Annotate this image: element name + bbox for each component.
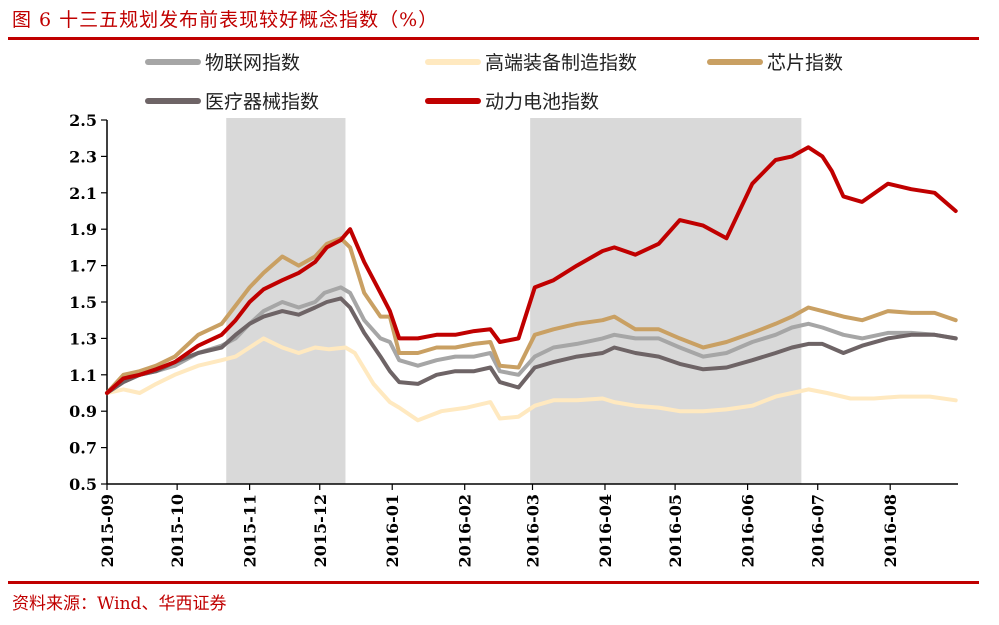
series-line-5 bbox=[105, 145, 958, 395]
legend-label-1: 物联网指数 bbox=[205, 52, 300, 74]
x-tick-label: 2015-11 bbox=[241, 494, 260, 567]
legend-label-4: 医疗器械指数 bbox=[205, 91, 319, 113]
y-tick-label: 0.9 bbox=[69, 402, 97, 421]
legend-label-2: 高端装备制造指数 bbox=[485, 52, 637, 74]
x-tick-label: 2016-01 bbox=[383, 494, 402, 567]
x-tick-label: 2016-08 bbox=[881, 494, 900, 567]
y-tick-label: 0.7 bbox=[69, 439, 97, 458]
x-tick-label: 2016-03 bbox=[524, 494, 543, 567]
series-lines bbox=[105, 145, 958, 423]
series-line-2 bbox=[105, 336, 958, 423]
y-tick-label: 1.5 bbox=[69, 293, 97, 312]
x-tick-label: 2015-10 bbox=[168, 494, 187, 567]
series-line-4 bbox=[105, 296, 958, 395]
y-tick-label: 2.3 bbox=[69, 147, 97, 166]
y-tick-label: 0.5 bbox=[69, 475, 97, 494]
y-tick-label: 1.7 bbox=[69, 257, 97, 276]
series-line-3 bbox=[105, 236, 958, 395]
y-tick-label: 1.9 bbox=[69, 220, 97, 239]
chart-axes: 0.5 0.7 0.9 1.1 1.3 1.5 1.7 1.9 2.1 2.3 2.5 2015-09… bbox=[69, 111, 958, 567]
source-note: 资料来源：Wind、华西证券 bbox=[12, 594, 227, 614]
x-tick-label: 2016-06 bbox=[739, 494, 758, 567]
y-tick-label: 1.3 bbox=[69, 329, 97, 348]
figure-title: 图 6 十三五规划发布前表现较好概念指数（%） bbox=[12, 9, 439, 31]
x-tick-label: 2015-09 bbox=[98, 494, 117, 567]
legend-label-5: 动力电池指数 bbox=[485, 91, 599, 113]
x-tick-label: 2016-04 bbox=[596, 494, 615, 567]
footer-rule bbox=[8, 581, 979, 584]
x-tick-label: 2016-02 bbox=[456, 494, 475, 567]
x-tick-label: 2015-12 bbox=[311, 494, 330, 567]
title-rule bbox=[8, 37, 979, 40]
legend-label-3: 芯片指数 bbox=[767, 52, 843, 74]
y-tick-label: 2.1 bbox=[69, 184, 97, 203]
x-tick-label: 2016-07 bbox=[809, 494, 828, 567]
y-tick-label: 2.5 bbox=[69, 111, 97, 130]
y-tick-label: 1.1 bbox=[69, 366, 97, 385]
x-tick-label: 2016-05 bbox=[666, 494, 685, 567]
